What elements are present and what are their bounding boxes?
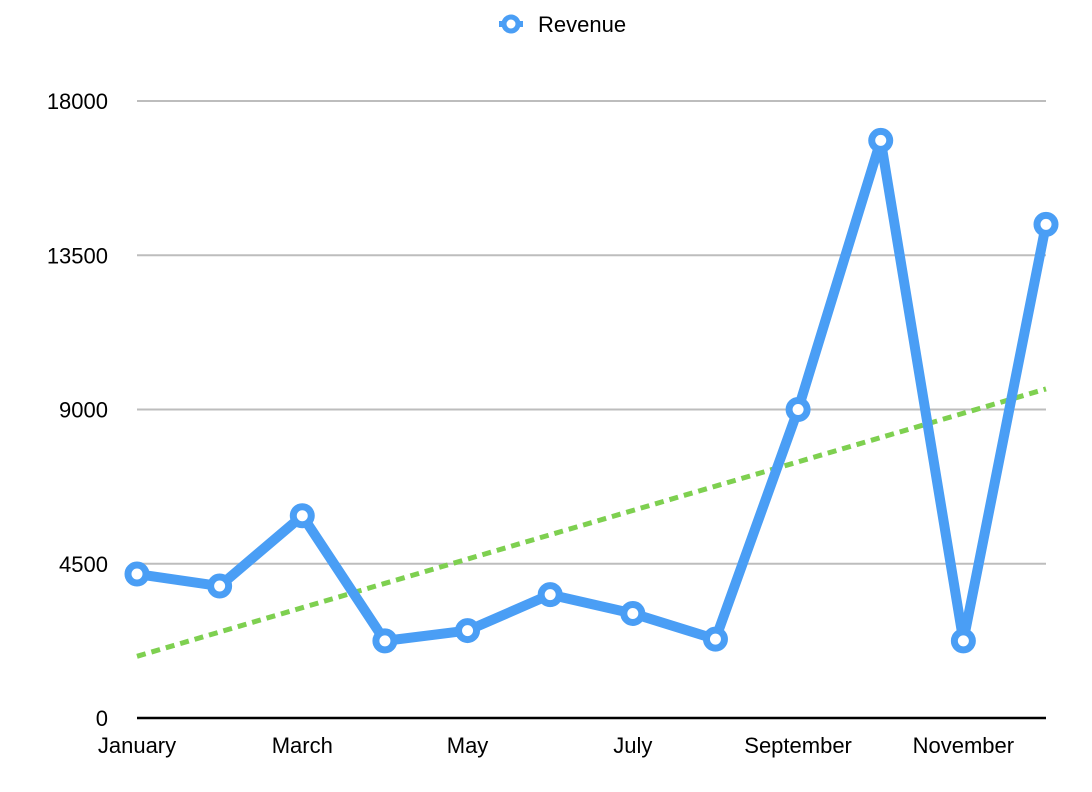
trendline: [136, 386, 1047, 659]
x-tick-label-july: July: [613, 733, 652, 758]
y-tick-label-18000: 18000: [47, 89, 108, 114]
data-point-november: [950, 628, 976, 654]
data-point-february: [207, 573, 233, 599]
data-point-october: [868, 127, 894, 153]
gridlines: [137, 100, 1046, 565]
series-layer: [124, 127, 1059, 654]
x-tick-label-september: September: [744, 733, 852, 758]
legend-label-revenue: Revenue: [538, 12, 626, 37]
trendline-layer: [136, 386, 1047, 659]
y-tick-label-9000: 9000: [59, 398, 108, 423]
data-point-march: [289, 503, 315, 529]
data-point-april: [372, 628, 398, 654]
x-tick-label-november: November: [913, 733, 1014, 758]
y-tick-label-4500: 4500: [59, 552, 108, 577]
y-tick-label-0: 0: [96, 706, 108, 731]
data-point-january: [124, 561, 150, 587]
y-tick-label-13500: 13500: [47, 243, 108, 268]
legend-circle-marker: [501, 14, 521, 34]
series-line-revenue: [132, 135, 1051, 646]
x-tick-label-march: March: [272, 733, 333, 758]
data-point-december: [1033, 211, 1059, 237]
data-point-may: [455, 618, 481, 644]
data-point-july: [620, 600, 646, 626]
x-tick-label-may: May: [447, 733, 489, 758]
data-point-june: [537, 582, 563, 608]
data-point-august: [702, 626, 728, 652]
tick-labels: 0 4500 9000 13500 18000 January March May July Se…: [47, 89, 1014, 758]
data-point-september: [785, 397, 811, 422]
x-tick-label-january: January: [98, 733, 176, 758]
legend: Revenue: [499, 12, 626, 37]
